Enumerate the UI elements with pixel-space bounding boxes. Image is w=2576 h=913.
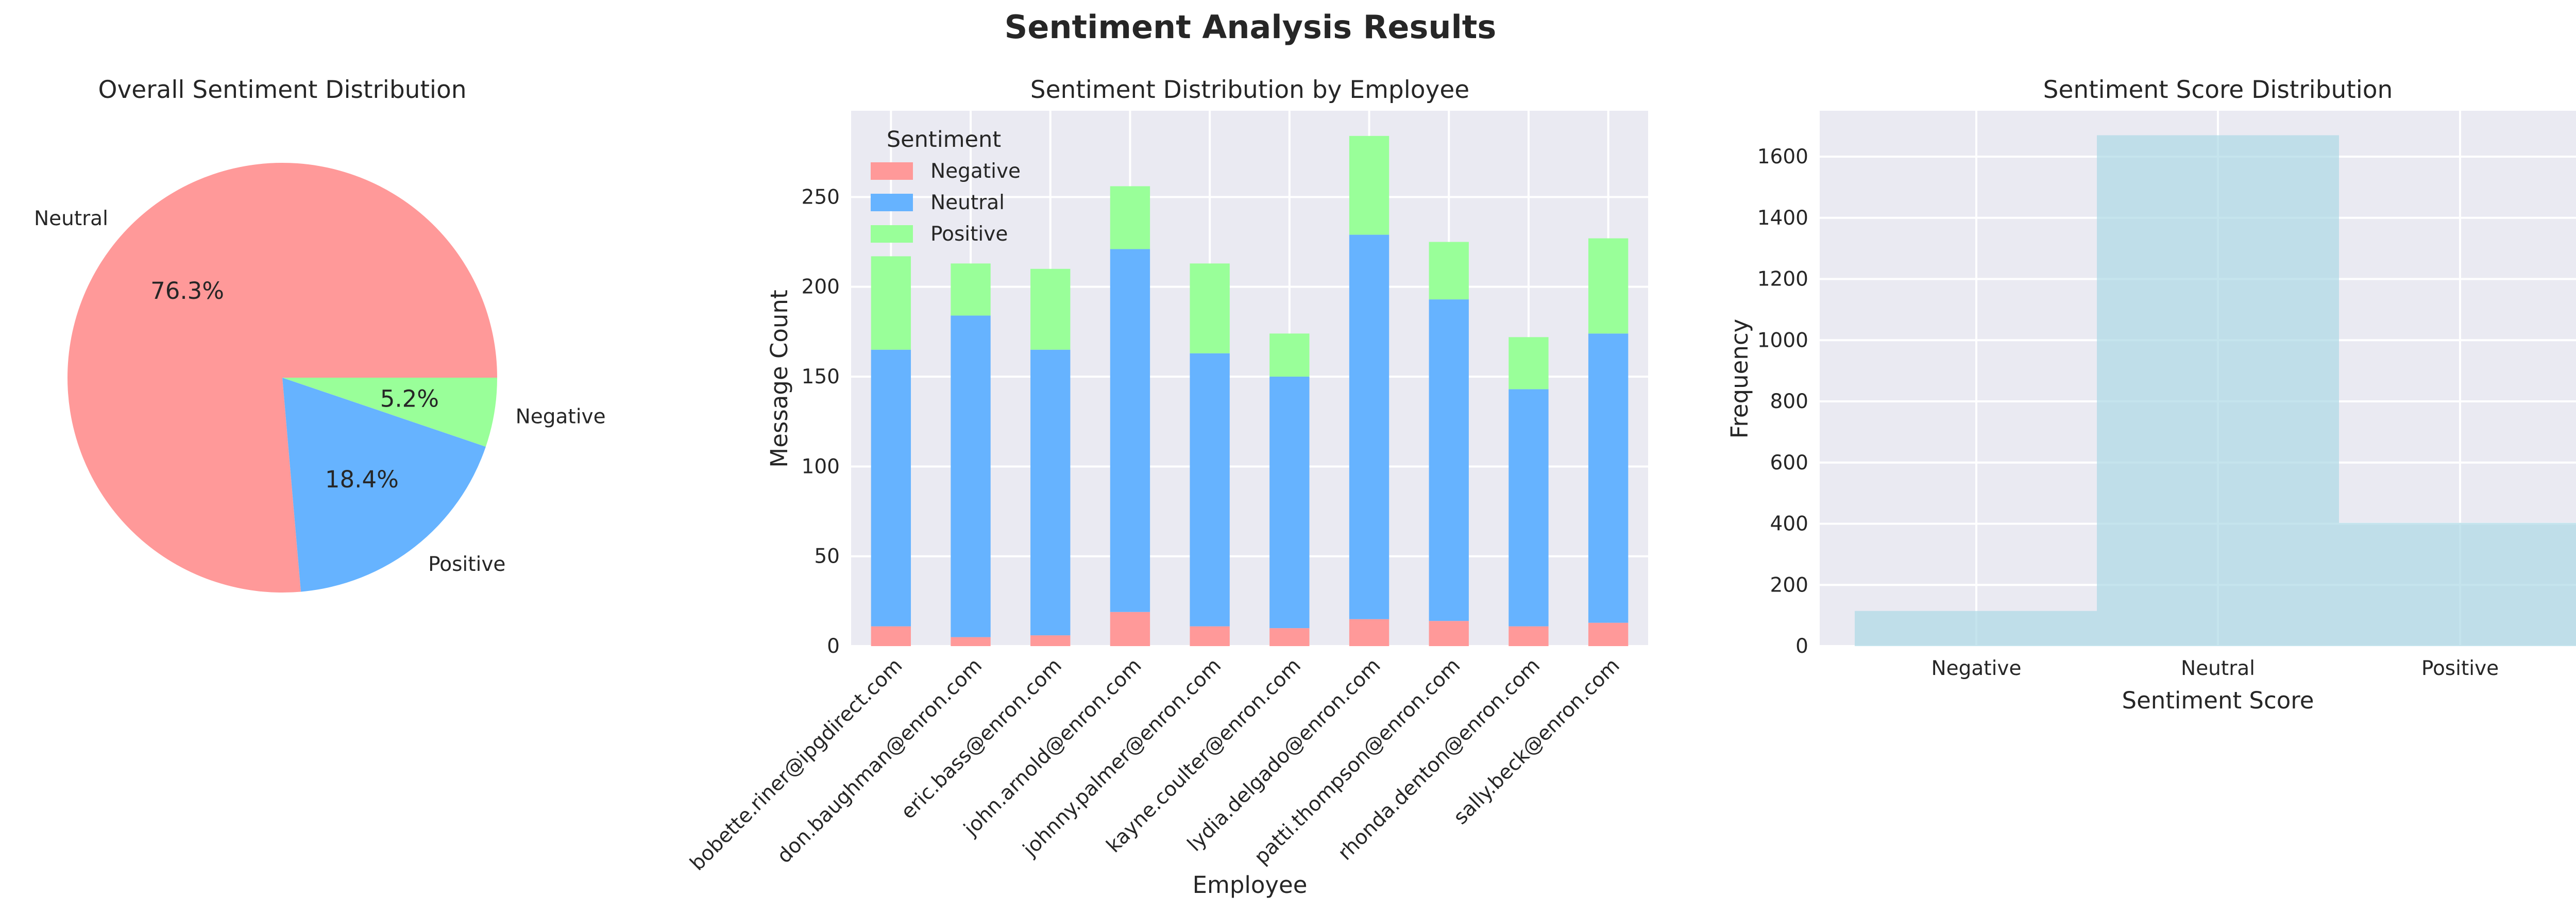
stacked-x-axis-label: Employee bbox=[1193, 871, 1308, 899]
stacked-bar-positive bbox=[1269, 333, 1310, 377]
histogram-y-tick-label: 0 bbox=[1795, 635, 1808, 658]
stacked-bar-neutral bbox=[1588, 333, 1629, 623]
stacked-x-ticks: bobette.riner@ipgdirect.comdon.baughman@… bbox=[686, 654, 1624, 875]
legend-label-neutral: Neutral bbox=[930, 191, 1005, 214]
stacked-x-tick-label: eric.bass@enron.com bbox=[896, 654, 1066, 824]
histogram-bar-negative bbox=[1855, 611, 2097, 646]
stacked-bar-negative bbox=[1190, 626, 1230, 646]
histogram-x-tick-label: Positive bbox=[2421, 657, 2499, 680]
stacked-bar-negative bbox=[1588, 622, 1629, 646]
histogram-x-ticks: Negative Neutral Positive bbox=[1931, 657, 2499, 680]
histogram-y-tick-label: 600 bbox=[1770, 451, 1808, 475]
stacked-bar-neutral bbox=[1190, 353, 1230, 627]
pie-slices: Neutral 76.3% Positive 18.4% Negative 5.2% bbox=[34, 162, 606, 593]
stacked-bar-neutral bbox=[1110, 249, 1150, 612]
histogram-panel: Sentiment Score Distribution 0 200 400 600 8… bbox=[1726, 76, 2576, 714]
stacked-bar-positive bbox=[1349, 136, 1389, 235]
stacked-bar-neutral bbox=[1429, 299, 1469, 621]
histogram-bar-positive bbox=[2339, 522, 2576, 646]
stacked-bar-positive bbox=[951, 263, 991, 316]
stacked-bar-negative bbox=[1110, 612, 1150, 646]
stacked-bar-negative bbox=[1030, 635, 1071, 646]
histogram-bar-neutral bbox=[2097, 135, 2339, 646]
histogram-y-ticks: 0 200 400 600 800 1000 1200 1400 1600 bbox=[1757, 145, 1808, 658]
histogram-y-tick-label: 1200 bbox=[1757, 268, 1808, 291]
stacked-bar-negative bbox=[1509, 626, 1549, 646]
stacked-bar-negative bbox=[1349, 619, 1389, 646]
pie-label-negative: Negative bbox=[516, 405, 606, 429]
histogram-y-tick-label: 400 bbox=[1770, 513, 1808, 536]
legend-swatch-negative bbox=[871, 162, 913, 180]
legend: Sentiment Negative Neutral Positive bbox=[871, 127, 1021, 246]
stacked-y-tick-label: 150 bbox=[802, 365, 840, 388]
legend-label-positive: Positive bbox=[930, 223, 1008, 246]
stacked-bar-negative bbox=[951, 637, 991, 646]
stacked-bar-negative bbox=[871, 626, 911, 646]
stacked-bar-neutral bbox=[1030, 349, 1071, 636]
histogram-y-tick-label: 800 bbox=[1770, 390, 1808, 413]
stacked-bars bbox=[871, 136, 1629, 646]
stacked-bar-positive bbox=[1110, 186, 1150, 249]
stacked-bar-neutral bbox=[871, 349, 911, 627]
stacked-bar-positive bbox=[1429, 242, 1469, 300]
stacked-bar-neutral bbox=[951, 315, 991, 637]
histogram-y-tick-label: 1000 bbox=[1757, 329, 1808, 352]
stacked-x-tick-label: sally.beck@enron.com bbox=[1449, 654, 1624, 829]
legend-swatch-neutral bbox=[871, 194, 913, 211]
stacked-bar-positive bbox=[1030, 268, 1071, 350]
histogram-y-tick-label: 1400 bbox=[1757, 207, 1808, 230]
histogram-bars bbox=[1855, 135, 2576, 646]
stacked-y-tick-label: 100 bbox=[802, 455, 840, 478]
histogram-title: Sentiment Score Distribution bbox=[2043, 76, 2393, 104]
stacked-bar-negative bbox=[1429, 621, 1469, 646]
pie-label-positive: Positive bbox=[428, 553, 505, 576]
legend-label-negative: Negative bbox=[930, 160, 1021, 183]
stacked-y-tick-label: 50 bbox=[814, 545, 840, 568]
stacked-bar-neutral bbox=[1269, 377, 1310, 629]
histogram-y-axis-label: Frequency bbox=[1726, 319, 1753, 438]
stacked-y-axis-label: Message Count bbox=[766, 290, 793, 467]
histogram-y-tick-label: 1600 bbox=[1757, 145, 1808, 168]
stacked-y-tick-label: 250 bbox=[802, 185, 840, 209]
legend-title: Sentiment bbox=[887, 127, 1001, 153]
pie-percent-neutral: 76.3% bbox=[150, 277, 224, 305]
stacked-bar-positive bbox=[871, 256, 911, 350]
stacked-bar-neutral bbox=[1509, 389, 1549, 627]
stacked-chart-title: Sentiment Distribution by Employee bbox=[1030, 76, 1469, 104]
stacked-bar-positive bbox=[1509, 337, 1549, 390]
histogram-y-tick-label: 200 bbox=[1770, 573, 1808, 597]
pie-chart-title: Overall Sentiment Distribution bbox=[98, 76, 467, 104]
histogram-x-tick-label: Negative bbox=[1931, 657, 2021, 680]
pie-label-neutral: Neutral bbox=[34, 207, 108, 230]
stacked-bar-neutral bbox=[1349, 234, 1389, 619]
legend-swatch-positive bbox=[871, 225, 913, 243]
stacked-bar-negative bbox=[1269, 628, 1310, 646]
pie-percent-positive: 18.4% bbox=[325, 466, 399, 493]
stacked-bar-positive bbox=[1588, 238, 1629, 334]
histogram-x-axis-label: Sentiment Score bbox=[2122, 687, 2314, 714]
pie-slice-positive bbox=[282, 378, 486, 592]
pie-chart-panel: Overall Sentiment Distribution Neutral 76… bbox=[34, 76, 606, 593]
stacked-bar-positive bbox=[1190, 263, 1230, 353]
stacked-bar-chart-panel: Sentiment Distribution by Employee 0 50 10… bbox=[686, 76, 1648, 899]
pie-percent-negative: 5.2% bbox=[380, 385, 439, 413]
histogram-x-tick-label: Neutral bbox=[2181, 657, 2255, 680]
stacked-y-ticks: 0 50 100 150 200 250 bbox=[802, 185, 840, 658]
pie-slice-negative bbox=[282, 378, 497, 447]
stacked-y-tick-label: 200 bbox=[802, 276, 840, 299]
figure-title: Sentiment Analysis Results bbox=[1005, 8, 1497, 46]
stacked-y-tick-label: 0 bbox=[827, 635, 840, 658]
